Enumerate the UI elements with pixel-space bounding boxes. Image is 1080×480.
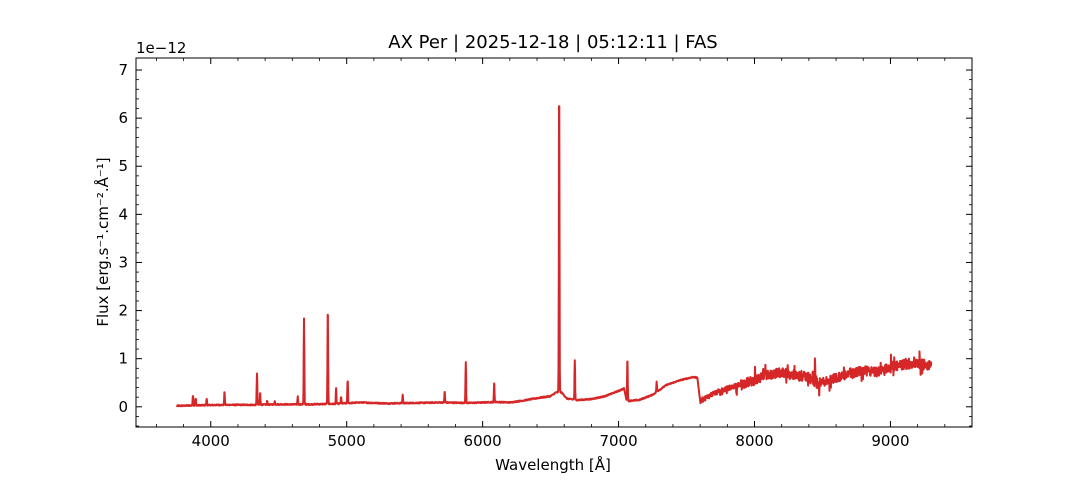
y-offset-label: 1e−12 <box>136 39 186 57</box>
y-tick-label: 1 <box>118 350 128 368</box>
axis-ticks: 4000 5000 6000 7000 8000 9000 0 1 2 3 4 5 6 7 <box>118 58 972 450</box>
x-tick-label: 6000 <box>464 432 502 450</box>
series-layer <box>176 105 933 408</box>
y-tick-label: 2 <box>118 302 128 320</box>
y-tick-label: 7 <box>118 61 128 79</box>
x-tick-label: 4000 <box>192 432 230 450</box>
x-tick-label: 8000 <box>735 432 773 450</box>
x-tick-label: 9000 <box>871 432 909 450</box>
x-tick-label: 7000 <box>599 432 637 450</box>
y-tick-label: 0 <box>118 398 128 416</box>
plot-frame <box>135 57 973 428</box>
x-tick-label: 5000 <box>328 432 366 450</box>
y-tick-label: 6 <box>118 109 128 127</box>
y-axis-label: Flux [erg.s⁻¹.cm⁻².Å⁻¹] <box>93 157 112 326</box>
chart-title: AX Per | 2025-12-18 | 05:12:11 | FAS <box>388 32 717 53</box>
x-axis-label: Wavelength [Å] <box>495 455 611 474</box>
y-tick-label: 4 <box>118 205 128 223</box>
y-tick-label: 5 <box>118 157 128 175</box>
spectrum-line <box>176 105 933 408</box>
y-tick-label: 3 <box>118 253 128 271</box>
